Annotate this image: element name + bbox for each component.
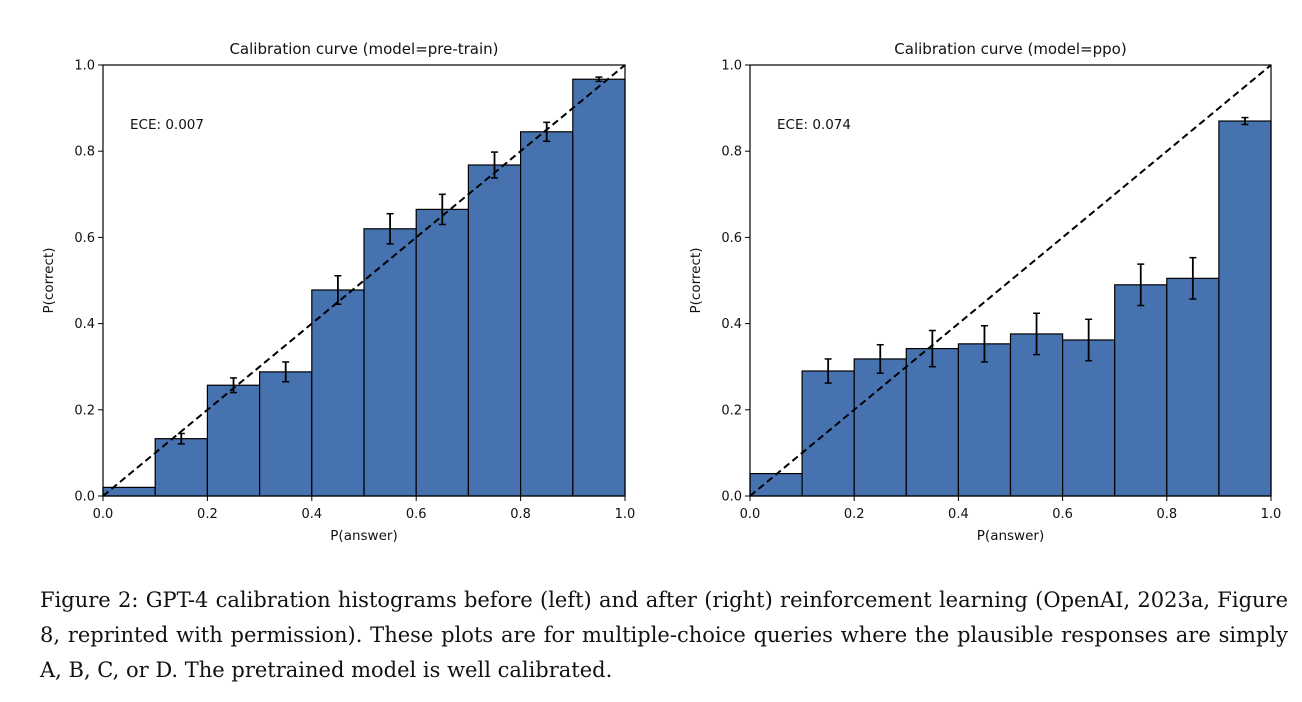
- error-bar: [1137, 263, 1145, 307]
- plot-frame: [749, 64, 1272, 497]
- figure-caption: Figure 2: GPT-4 calibration histograms b…: [40, 583, 1288, 688]
- chart-title: Calibration curve (model=ppo): [894, 40, 1126, 58]
- bar: [1166, 277, 1220, 497]
- bar: [311, 289, 365, 497]
- error-bar: [1033, 312, 1041, 356]
- bar: [206, 384, 261, 497]
- y-tick-label: 1.0: [721, 59, 742, 74]
- error-bar: [928, 329, 936, 368]
- bar: [1009, 333, 1064, 497]
- bar: [572, 78, 626, 497]
- x-tick-label: 0.0: [740, 507, 761, 522]
- error-bar: [824, 358, 832, 384]
- error-bar: [230, 377, 237, 394]
- bar: [467, 164, 522, 497]
- error-bar: [438, 193, 446, 226]
- x-tick-label: 1.0: [1261, 507, 1282, 522]
- x-tick-label: 0.2: [197, 507, 218, 522]
- error-bar: [543, 121, 551, 143]
- chart-title: Calibration curve (model=pre-train): [229, 40, 498, 58]
- bar: [1218, 120, 1272, 497]
- x-tick-label: 0.4: [301, 507, 322, 522]
- y-tick-label: 0.8: [74, 145, 95, 160]
- reference-diagonal: [102, 64, 626, 497]
- error-bar: [595, 76, 603, 83]
- chart-panel-2: 0.0 0.2 0.4 0.6 0.8 1.0 0.0 0.2 0.4 0.6 0.8 1.0 Cali…: [688, 40, 1281, 544]
- bar: [957, 343, 1012, 497]
- y-axis-label: P(correct): [41, 248, 57, 314]
- bar: [259, 371, 313, 497]
- bar: [363, 228, 417, 497]
- x-tick-label: 0.4: [948, 507, 969, 522]
- y-tick-label: 0.8: [721, 145, 742, 160]
- x-tick-label: 0.2: [844, 507, 865, 522]
- y-tick-label: 0.0: [721, 490, 742, 505]
- bar: [853, 358, 907, 497]
- x-axis-label: P(answer): [330, 528, 397, 544]
- caption-line-3: where the plausible responses are simply…: [40, 623, 1288, 682]
- bar: [154, 438, 208, 497]
- bar: [519, 131, 574, 497]
- chart-panel-1: 0.0 0.2 0.4 0.6 0.8 1.0 0.0 0.2 0.4 0.6 0.8 1.0 Cali…: [41, 40, 635, 544]
- x-tick-label: 1.0: [615, 507, 636, 522]
- ece-annotation: ECE: 0.074: [777, 117, 851, 133]
- error-bar: [1085, 318, 1093, 362]
- x-tick-label: 0.6: [406, 507, 427, 522]
- x-tick-label: 0.0: [93, 507, 114, 522]
- bar: [415, 208, 470, 497]
- y-tick-label: 0.4: [721, 317, 742, 332]
- x-axis-label: P(answer): [977, 528, 1044, 544]
- y-tick-label: 0.2: [721, 403, 742, 418]
- y-tick-label: 0.0: [74, 490, 95, 505]
- bar: [749, 472, 803, 497]
- error-bar: [386, 212, 394, 245]
- figure-charts: 0.0 0.2 0.4 0.6 0.8 1.0 0.0 0.2 0.4 0.6 0.8 1.0 Cali…: [41, 40, 1281, 544]
- y-tick-label: 0.6: [721, 231, 742, 246]
- error-bar: [1241, 116, 1249, 126]
- caption-line-2: (OpenAI, 2023a, Figure 8, reprinted with…: [40, 588, 1289, 647]
- bar: [1061, 339, 1116, 497]
- error-bar: [980, 325, 988, 363]
- error-bar: [876, 343, 884, 374]
- bar: [905, 347, 959, 497]
- y-tick-label: 0.2: [74, 403, 95, 418]
- x-tick-label: 0.8: [1156, 507, 1177, 522]
- x-tick-label: 0.6: [1052, 507, 1073, 522]
- error-bar: [177, 432, 185, 445]
- error-bar: [282, 361, 290, 383]
- error-bar: [1189, 256, 1197, 300]
- bar: [102, 486, 156, 497]
- caption-line-1: Figure 2: GPT-4 calibration histograms b…: [40, 588, 1028, 612]
- y-tick-label: 1.0: [74, 59, 95, 74]
- y-tick-label: 0.6: [74, 231, 95, 246]
- plot-frame: [102, 64, 626, 497]
- bar: [1114, 284, 1168, 497]
- y-tick-label: 0.4: [74, 317, 95, 332]
- y-axis-label: P(correct): [688, 248, 704, 314]
- reference-diagonal: [749, 64, 1272, 497]
- x-tick-label: 0.8: [510, 507, 531, 522]
- ece-annotation: ECE: 0.007: [130, 117, 204, 133]
- bar: [801, 370, 855, 497]
